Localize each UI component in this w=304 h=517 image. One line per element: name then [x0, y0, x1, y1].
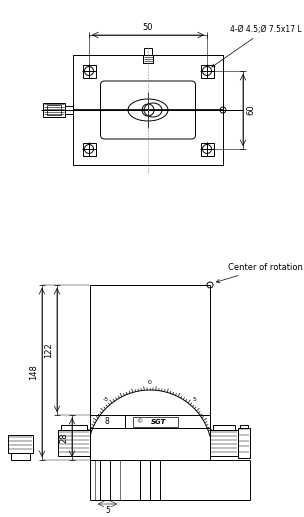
Bar — [143, 55, 153, 63]
Bar — [82, 143, 95, 156]
Bar — [58, 430, 90, 456]
Text: 5: 5 — [192, 397, 196, 402]
Bar — [140, 460, 150, 500]
Bar — [240, 425, 248, 428]
Bar — [47, 105, 61, 115]
Text: 8: 8 — [105, 417, 109, 426]
Bar — [11, 453, 30, 460]
Bar — [90, 415, 210, 428]
Text: Center of rotation: Center of rotation — [216, 263, 303, 283]
Bar — [201, 143, 213, 156]
Text: SGT: SGT — [151, 418, 166, 424]
Bar — [133, 417, 178, 427]
Bar — [61, 425, 87, 430]
Text: 4-Ø 4.5;Ø 7.5x17 L: 4-Ø 4.5;Ø 7.5x17 L — [212, 25, 302, 67]
Text: 28: 28 — [59, 432, 68, 443]
Text: 5: 5 — [105, 506, 110, 515]
Text: 148: 148 — [29, 364, 38, 381]
Text: 60: 60 — [246, 104, 255, 115]
Text: 50: 50 — [143, 23, 153, 32]
Bar — [144, 48, 152, 55]
Text: ©: © — [136, 419, 142, 424]
Text: -5: -5 — [102, 397, 109, 402]
Bar — [73, 55, 223, 165]
Text: 0: 0 — [148, 381, 152, 386]
Bar — [213, 425, 235, 430]
Text: 122: 122 — [44, 342, 53, 358]
Bar — [210, 430, 238, 456]
Bar — [100, 460, 110, 500]
Bar — [8, 435, 33, 453]
Bar — [201, 65, 213, 78]
Bar — [90, 428, 210, 460]
Bar — [82, 65, 95, 78]
Bar — [238, 428, 250, 458]
Bar — [150, 460, 160, 500]
Bar — [43, 103, 65, 117]
